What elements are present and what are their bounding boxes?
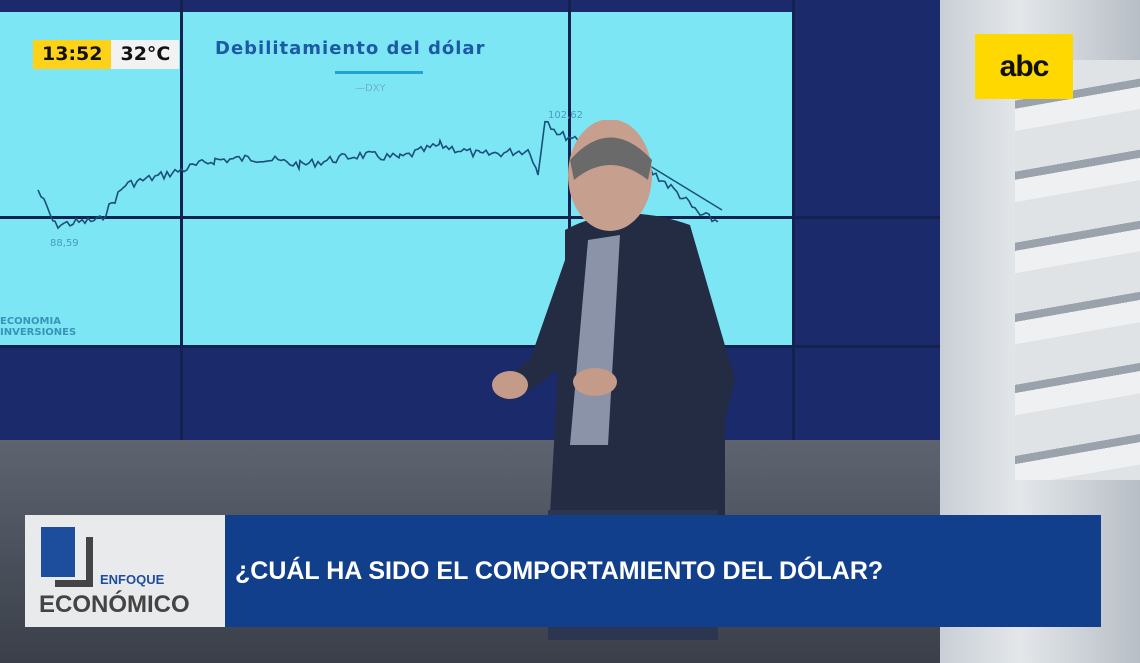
time-weather-overlay: 13:52 32°C: [33, 40, 180, 69]
ej-logo-mark: [41, 527, 75, 577]
footer-line: ECONOMIA: [0, 316, 61, 327]
channel-logo: abc: [975, 34, 1073, 99]
chart-legend: —DXY: [355, 83, 386, 94]
studio-decor: [1015, 60, 1140, 480]
title-underline: [335, 71, 423, 74]
low-label: 88,59: [50, 238, 79, 249]
bezel: [792, 0, 795, 440]
bezel: [0, 345, 940, 348]
show-logo: ENFOQUE ECONÓMICO: [25, 515, 225, 627]
headline-text: ¿CUÁL HA SIDO EL COMPORTAMIENTO DEL DÓLA…: [235, 556, 884, 585]
show-name-line1: ENFOQUE: [100, 572, 165, 587]
bezel: [0, 216, 940, 219]
bezel: [180, 0, 183, 440]
headline-banner: ¿CUÁL HA SIDO EL COMPORTAMIENTO DEL DÓLA…: [225, 515, 1101, 627]
trend-arrow: [649, 165, 723, 211]
peak-label: 102,62: [548, 110, 583, 121]
ej-logo-mark: [55, 537, 93, 587]
footer-line: INVERSIONES: [0, 327, 77, 338]
show-name-line2: ECONÓMICO: [39, 591, 190, 618]
screen-footer: ECONOMIA INVERSIONES: [0, 316, 76, 338]
clock: 13:52: [33, 40, 112, 69]
temperature: 32°C: [111, 40, 180, 69]
chart-title: Debilitamiento del dólar: [215, 38, 486, 59]
